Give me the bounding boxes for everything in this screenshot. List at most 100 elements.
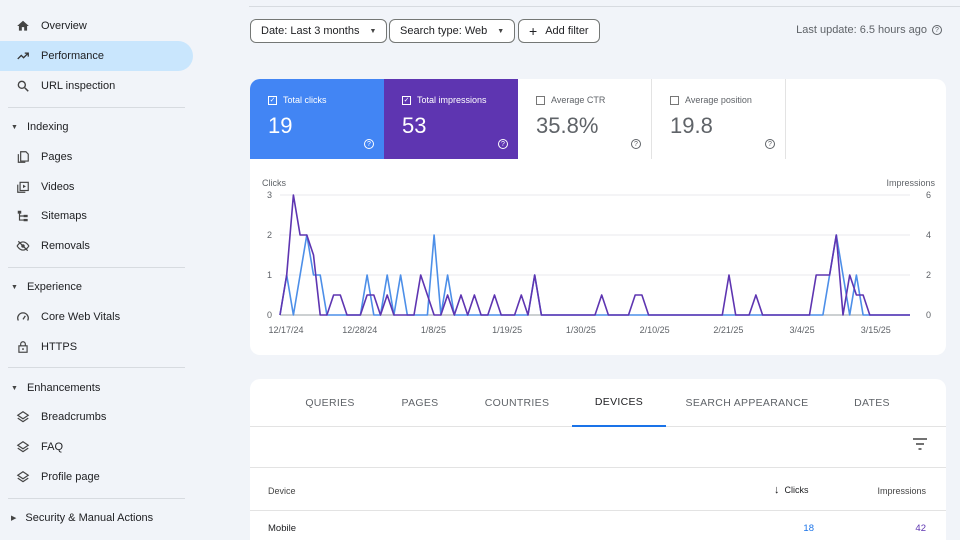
section-title: Security & Manual Actions: [25, 512, 154, 524]
checkbox-unchecked-icon[interactable]: [536, 95, 545, 105]
checkbox-checked-icon[interactable]: ✓: [402, 95, 411, 105]
y-tick-right: 4: [926, 230, 931, 240]
column-header-clicks[interactable]: ↓ Clicks: [774, 484, 809, 496]
sidebar-item-core-web-vitals[interactable]: Core Web Vitals: [0, 302, 193, 332]
sidebar-item-label: FAQ: [41, 441, 64, 453]
y-axis-label-right: Impressions: [886, 178, 935, 188]
sidebar-item-overview[interactable]: Overview: [0, 11, 193, 41]
trending-up-icon: [16, 49, 30, 63]
metric-average-position[interactable]: Average position 19.8 ?: [652, 79, 786, 159]
x-tick: 3/15/25: [861, 325, 891, 335]
x-tick: 1/8/25: [421, 325, 446, 335]
layers-icon: [16, 470, 30, 484]
metric-label: Average CTR: [551, 95, 606, 105]
sidebar-item-label: Pages: [41, 151, 73, 163]
video-icon: [16, 180, 30, 194]
last-update: Last update: 6.5 hours ago ?: [796, 24, 942, 36]
search-type-chip[interactable]: Search type: Web ▼: [389, 19, 516, 43]
help-icon[interactable]: ?: [932, 25, 942, 35]
lock-icon: [16, 340, 30, 354]
add-filter-button[interactable]: + Add filter: [518, 19, 600, 43]
search-icon: [16, 79, 30, 93]
metric-value: 53: [402, 113, 427, 138]
metric-total-impressions[interactable]: ✓ Total impressions 53 ?: [384, 79, 518, 159]
metric-value: 19.8: [670, 113, 713, 138]
table-row[interactable]: Mobile 18 42: [250, 511, 946, 540]
x-tick: 2/21/25: [713, 325, 743, 335]
section-security-manual-actions[interactable]: ▶ Security & Manual Actions: [0, 506, 185, 530]
sidebar-item-label: Overview: [41, 20, 87, 32]
column-header-device[interactable]: Device: [268, 486, 296, 496]
sidebar-item-label: Performance: [41, 50, 104, 62]
sidebar-item-https[interactable]: HTTPS: [0, 332, 193, 362]
sidebar-item-label: Breadcrumbs: [41, 411, 107, 423]
date-filter-label: Date: Last 3 months: [261, 25, 360, 37]
top-divider: [249, 6, 960, 7]
y-tick-left: 2: [267, 230, 272, 240]
sidebar-item-faq[interactable]: FAQ: [0, 432, 193, 462]
last-update-text: Last update: 6.5 hours ago: [796, 24, 927, 36]
section-title: Indexing: [26, 121, 69, 133]
tab-search-appearance[interactable]: SEARCH APPEARANCE: [685, 397, 809, 409]
tab-countries[interactable]: COUNTRIES: [484, 397, 550, 409]
checkbox-unchecked-icon[interactable]: [670, 95, 679, 105]
help-icon[interactable]: ?: [364, 139, 374, 149]
sidebar-item-breadcrumbs[interactable]: Breadcrumbs: [0, 402, 193, 432]
cell-impressions: 42: [915, 523, 926, 534]
column-header-clicks-label: Clicks: [784, 485, 809, 495]
section-indexing[interactable]: ▼ Indexing: [0, 115, 185, 139]
sidebar-divider: [8, 267, 185, 268]
sidebar-divider: [8, 498, 185, 499]
sitemap-icon: [16, 209, 30, 223]
tab-pages[interactable]: PAGES: [401, 397, 439, 409]
sidebar-item-url-inspection[interactable]: URL inspection: [0, 71, 193, 101]
performance-line-chart[interactable]: Clicks Impressions 0 1 2 3 0 2 4 6 12/17/24 12/28/2…: [250, 175, 946, 345]
speed-icon: [16, 310, 30, 324]
tab-dates[interactable]: DATES: [854, 397, 890, 409]
metric-label: Average position: [685, 95, 752, 105]
dropdown-arrow-icon: ▼: [369, 27, 377, 35]
metric-value: 19: [268, 113, 293, 138]
help-icon[interactable]: ?: [765, 139, 775, 149]
dropdown-arrow-icon: ▼: [497, 27, 505, 35]
layers-icon: [16, 410, 30, 424]
tab-devices[interactable]: DEVICES: [572, 379, 666, 427]
sidebar-item-label: Removals: [41, 240, 90, 252]
caret-down-icon: ▼: [11, 384, 18, 392]
sidebar-item-videos[interactable]: Videos: [0, 172, 193, 202]
sidebar-item-sitemaps[interactable]: Sitemaps: [0, 201, 193, 231]
y-axis-label-left: Clicks: [262, 178, 286, 188]
sidebar-item-performance[interactable]: Performance: [0, 41, 193, 71]
y-tick-left: 3: [267, 190, 272, 200]
section-experience[interactable]: ▼ Experience: [0, 275, 185, 299]
cell-device: Mobile: [268, 523, 296, 534]
x-tick: 1/30/25: [566, 325, 596, 335]
help-icon[interactable]: ?: [498, 139, 508, 149]
sidebar-item-label: Videos: [41, 181, 75, 193]
filter-icon[interactable]: [912, 437, 928, 451]
tab-queries[interactable]: QUERIES: [305, 397, 355, 409]
sidebar-item-pages[interactable]: Pages: [0, 142, 193, 172]
home-icon: [16, 19, 30, 33]
metric-label: Total clicks: [283, 95, 327, 105]
arrow-down-icon: ↓: [774, 484, 780, 496]
sidebar-item-removals[interactable]: Removals: [0, 231, 193, 261]
date-filter-chip[interactable]: Date: Last 3 months ▼: [250, 19, 388, 43]
metric-average-ctr[interactable]: Average CTR 35.8% ?: [518, 79, 652, 159]
sidebar-item-label: Sitemaps: [41, 210, 87, 222]
sidebar-item-label: URL inspection: [41, 80, 116, 92]
sidebar-item-profile-page[interactable]: Profile page: [0, 462, 193, 492]
checkbox-checked-icon[interactable]: ✓: [268, 95, 277, 105]
y-tick-right: 6: [926, 190, 931, 200]
plus-icon: +: [529, 23, 538, 39]
eye-off-icon: [16, 239, 30, 253]
y-tick-left: 0: [267, 310, 272, 320]
x-tick: 3/4/25: [790, 325, 815, 335]
report-tabs: QUERIES PAGES COUNTRIES DEVICES SEARCH A…: [250, 379, 946, 427]
metric-total-clicks[interactable]: ✓ Total clicks 19 ?: [250, 79, 384, 159]
section-enhancements[interactable]: ▼ Enhancements: [0, 376, 185, 400]
y-tick-right: 0: [926, 310, 931, 320]
sidebar-item-label: Profile page: [41, 471, 100, 483]
column-header-impressions[interactable]: Impressions: [877, 486, 926, 496]
help-icon[interactable]: ?: [631, 139, 641, 149]
